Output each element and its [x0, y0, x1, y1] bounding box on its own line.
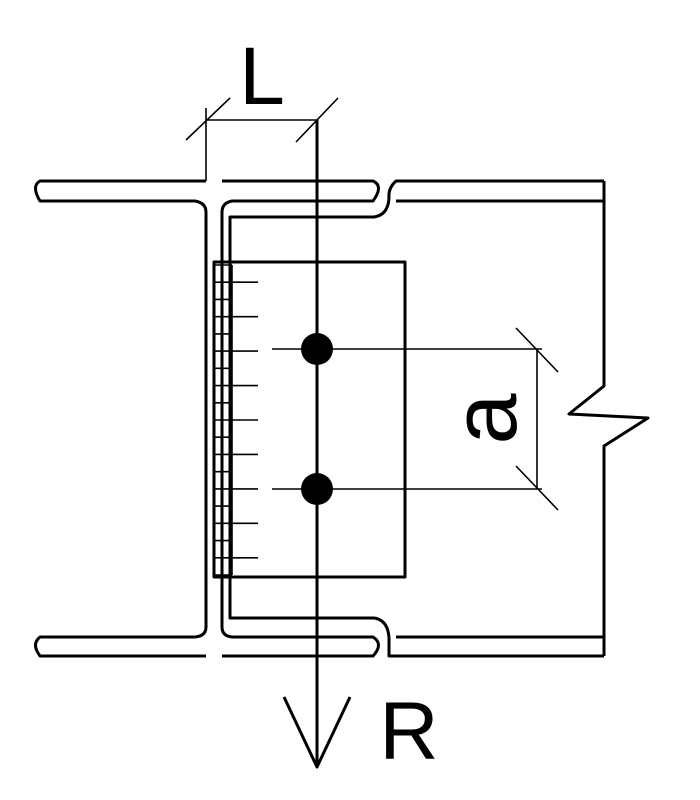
dim-a-label: a	[434, 393, 536, 445]
reaction-arrow: R	[282, 686, 439, 777]
dim-L-tick-left	[185, 97, 231, 141]
girder-top-flange-left	[34, 179, 208, 213]
reaction-arrowhead	[282, 696, 352, 769]
bolt-group	[272, 120, 542, 765]
weld-symbol	[214, 264, 258, 576]
bolt-top	[301, 333, 333, 365]
bolt-bottom	[301, 473, 333, 505]
dim-L-label: L	[239, 31, 285, 122]
reaction-label: R	[379, 686, 438, 777]
dim-a-tick-bottom	[515, 465, 559, 511]
dim-L-tick-right	[295, 97, 339, 143]
coped-beam	[228, 179, 650, 658]
girder-bottom-flange-left	[34, 626, 208, 658]
dim-a-tick-top	[515, 327, 559, 373]
girder-top-flange-right	[220, 179, 380, 213]
shear-plate	[212, 260, 407, 579]
beam-break-line	[567, 181, 650, 656]
dimension-a: a	[434, 327, 559, 511]
girder-section	[34, 179, 380, 658]
dimension-L: L	[185, 31, 339, 181]
beam-top-flange	[228, 179, 604, 658]
girder-bottom-flange-right	[220, 626, 380, 658]
